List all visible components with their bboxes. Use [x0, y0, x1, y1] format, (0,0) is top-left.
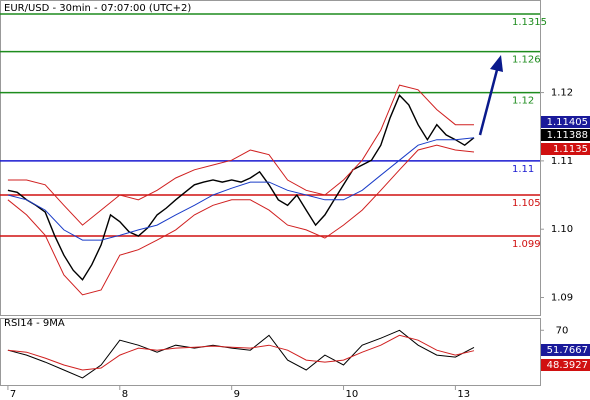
level-label: 1.105 [512, 198, 541, 209]
series-line [7, 84, 474, 226]
series-line [7, 137, 475, 241]
level-label: 1.099 [512, 239, 541, 250]
level-label: 1.12 [512, 96, 534, 107]
price-box [541, 344, 590, 356]
level-label: 1.126 [512, 55, 541, 66]
series-line [7, 334, 475, 371]
level-label: 1.11 [512, 164, 534, 175]
forecast-arrow [478, 65, 500, 136]
y-tick-label: 70 [556, 325, 569, 336]
x-tick-label: 10 [346, 389, 359, 400]
y-tick-label: 1.11 [551, 156, 573, 167]
price-box [541, 359, 590, 371]
series-line [7, 144, 475, 296]
price-label: 1.1135 [553, 144, 588, 155]
x-tick-label: 9 [234, 389, 240, 400]
price-label: 1.11388 [547, 130, 588, 141]
y-tick-label: 1.12 [551, 88, 573, 99]
price-box [541, 116, 590, 128]
x-tick-label: 13 [457, 389, 470, 400]
price-label: 51.7667 [547, 345, 588, 356]
price-label: 1.11405 [547, 117, 588, 128]
panel-frame [0, 318, 541, 386]
forecast-arrowhead [490, 55, 503, 72]
x-tick-label: 7 [10, 389, 16, 400]
chart-title: EUR/USD - 30min - 07:07:00 (UTC+2) [4, 3, 191, 14]
x-tick-label: 8 [122, 389, 128, 400]
price-box [541, 129, 590, 141]
price-label: 48.3927 [547, 360, 588, 371]
price-box [541, 143, 590, 155]
series-line [7, 94, 475, 281]
y-tick-label: 1.09 [551, 293, 573, 304]
level-label: 1.1315 [512, 17, 547, 28]
y-tick-label: 1.10 [551, 224, 573, 235]
rsi-title: RSI14 - 9MA [4, 318, 65, 329]
series-line [7, 329, 475, 379]
panel-frame [0, 0, 541, 316]
